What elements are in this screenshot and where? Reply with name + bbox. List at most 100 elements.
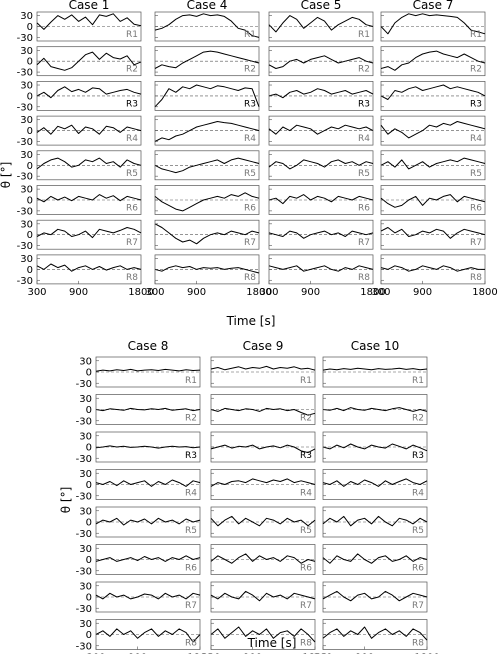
series-line-case-4-r2 xyxy=(154,50,260,69)
series-line-case-10-r3 xyxy=(322,443,428,452)
series-line-case-10-r6 xyxy=(322,553,428,564)
series-line-case-7-r5 xyxy=(380,157,486,170)
case-title-case-8: Case 8 xyxy=(128,339,169,353)
row-label: R2 xyxy=(300,414,312,424)
series-line-case-1-r1 xyxy=(36,13,142,30)
series-line-case-5-r7 xyxy=(268,230,374,239)
series-line-case-5-r1 xyxy=(268,15,374,33)
y-tick-label: 30 xyxy=(20,219,33,230)
y-tick-label: 0 xyxy=(27,161,33,172)
row-label: R3 xyxy=(358,99,370,109)
row-label: R7 xyxy=(244,238,256,248)
y-tick-label: 0 xyxy=(27,196,33,207)
row-label: R4 xyxy=(300,489,312,499)
row-label: R4 xyxy=(126,134,138,144)
x-tick-label: 300 xyxy=(27,287,46,298)
series-line-case-9-r7 xyxy=(210,590,316,602)
y-tick-label: 0 xyxy=(27,57,33,68)
row-label: R6 xyxy=(185,564,197,574)
row-label: R6 xyxy=(412,564,424,574)
x-tick-label: 300 xyxy=(371,287,390,298)
y-tick-label: 0 xyxy=(86,518,92,529)
series-line-case-7-r6 xyxy=(380,194,486,208)
series-line-case-7-r1 xyxy=(380,13,486,35)
series-line-case-8-r6 xyxy=(95,555,201,562)
y-tick-label: 30 xyxy=(20,46,33,57)
series-line-case-9-r1 xyxy=(210,365,316,371)
row-label: R3 xyxy=(244,99,256,109)
y-tick-label: -30 xyxy=(76,416,92,427)
series-line-case-8-r1 xyxy=(95,368,201,372)
series-line-case-4-r3 xyxy=(154,84,260,108)
row-label: R7 xyxy=(358,238,370,248)
series-line-case-7-r2 xyxy=(380,50,486,71)
row-label: R8 xyxy=(126,273,138,283)
y-tick-label: 30 xyxy=(20,185,33,196)
row-label: R5 xyxy=(470,169,482,179)
y-tick-label: -30 xyxy=(17,241,33,252)
row-label: R3 xyxy=(470,99,482,109)
y-tick-label: 0 xyxy=(86,593,92,604)
series-line-case-9-r6 xyxy=(210,553,316,564)
row-label: R8 xyxy=(244,273,256,283)
row-label: R4 xyxy=(470,134,482,144)
y-tick-label: 30 xyxy=(79,619,92,630)
y-tick-label: 30 xyxy=(79,394,92,405)
row-label: R2 xyxy=(358,65,370,75)
row-label: R7 xyxy=(412,601,424,611)
row-label: R8 xyxy=(300,639,312,649)
y-tick-label: 0 xyxy=(86,368,92,379)
y-axis-label: θ [°] xyxy=(59,487,73,514)
row-label: R4 xyxy=(185,489,197,499)
series-line-case-4-r5 xyxy=(154,157,260,174)
series-line-case-1-r3 xyxy=(36,86,142,99)
series-line-case-8-r2 xyxy=(95,407,201,412)
series-line-case-9-r3 xyxy=(210,444,316,454)
y-tick-label: -30 xyxy=(76,454,92,465)
y-tick-label: -30 xyxy=(76,604,92,615)
y-tick-label: 30 xyxy=(20,81,33,92)
y-tick-label: 0 xyxy=(86,443,92,454)
x-tick-label: 300 xyxy=(201,653,220,654)
y-tick-label: 30 xyxy=(79,469,92,480)
row-label: R5 xyxy=(358,169,370,179)
series-line-case-1-r7 xyxy=(36,227,142,239)
row-label: R2 xyxy=(244,65,256,75)
series-line-case-9-r2 xyxy=(210,407,316,416)
y-tick-label: -30 xyxy=(76,529,92,540)
row-label: R7 xyxy=(470,238,482,248)
row-label: R2 xyxy=(126,65,138,75)
y-tick-label: -30 xyxy=(76,491,92,502)
row-label: R1 xyxy=(358,30,370,40)
y-tick-label: 30 xyxy=(79,506,92,517)
y-tick-label: -30 xyxy=(76,379,92,390)
series-line-case-10-r2 xyxy=(322,407,428,412)
row-label: R8 xyxy=(185,639,197,649)
y-tick-label: -30 xyxy=(17,276,33,287)
y-tick-label: -30 xyxy=(17,172,33,183)
row-label: R6 xyxy=(300,564,312,574)
row-label: R5 xyxy=(185,526,197,536)
row-label: R3 xyxy=(185,451,197,461)
series-line-case-5-r3 xyxy=(268,88,374,99)
row-label: R1 xyxy=(185,376,197,386)
row-label: R1 xyxy=(300,376,312,386)
case-title-case-9: Case 9 xyxy=(243,339,284,353)
row-label: R6 xyxy=(358,204,370,214)
x-tick-label: 1800 xyxy=(128,287,153,298)
series-line-case-7-r4 xyxy=(380,121,486,139)
series-line-case-5-r8 xyxy=(268,265,374,272)
x-tick-label: 900 xyxy=(413,287,432,298)
row-label: R6 xyxy=(244,204,256,214)
x-tick-label: 300 xyxy=(86,653,105,654)
row-label: R4 xyxy=(358,134,370,144)
x-tick-label: 900 xyxy=(69,287,88,298)
series-line-case-9-r4 xyxy=(210,478,316,487)
x-tick-label: 900 xyxy=(187,287,206,298)
series-line-case-4-r1 xyxy=(154,13,260,38)
case-title-case-4: Case 4 xyxy=(187,0,228,12)
row-label: R5 xyxy=(300,526,312,536)
y-tick-label: -30 xyxy=(17,33,33,44)
y-tick-label: 0 xyxy=(27,22,33,33)
